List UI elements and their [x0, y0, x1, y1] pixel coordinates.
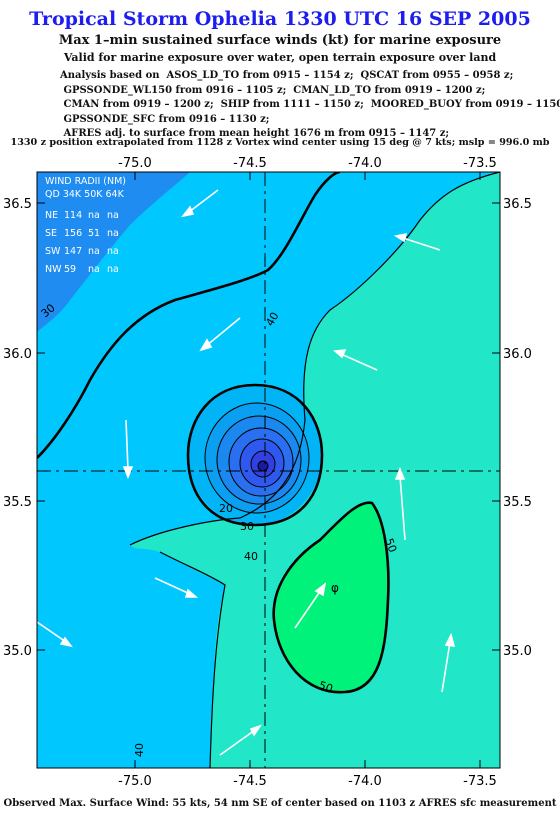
contour-label: 40 [244, 550, 258, 563]
lon-axis-top [37, 172, 500, 768]
wind-radii-64k: na [107, 246, 119, 257]
analysis-line: AFRES adj. to surface from mean height 1… [60, 128, 450, 140]
contour-40-lower [129, 419, 306, 546]
contour-label: 50 [317, 679, 335, 696]
wind-arrow [199, 317, 241, 352]
wind-radii-row: NE 114 na na [45, 210, 119, 221]
lon-tick-label-bottom: -73.5 [463, 774, 497, 789]
wind-arrow [393, 232, 441, 251]
contour-label: 40 [133, 743, 146, 757]
analysis-line: GPSSONDE_WL150 from 0916 – 1105 z; CMAN_… [60, 84, 486, 96]
wind-radii-qd: SW [45, 246, 61, 257]
lon-tick-label-bottom: -74.5 [233, 774, 267, 789]
lat-tick-label-left: 36.5 [3, 197, 32, 212]
wind-radii-34k: 156 [64, 228, 82, 239]
contour-label: 40 [263, 310, 281, 329]
wind-arrow [333, 349, 378, 371]
wind-radii-columns: QD 34K 50K 64K [45, 189, 125, 200]
lat-tick-label-left: 36.0 [3, 347, 32, 362]
lat-tick-label-right: 35.5 [503, 495, 532, 510]
wind-radii-qd: NW [45, 264, 62, 275]
wind-radii-64k: na [107, 228, 119, 239]
lon-tick-label-bottom: -75.0 [118, 774, 152, 789]
wind-arrow [154, 577, 199, 598]
lon-tick-label-top: -75.0 [118, 156, 152, 171]
wind-radii-row: SE 156 51 na [45, 228, 119, 239]
contour-core-ring [228, 427, 294, 497]
wind-radii-34k: 59 [64, 264, 76, 275]
contour-label: 20 [219, 502, 233, 515]
contour-label: 50 [382, 537, 399, 555]
lon-tick-label-bottom: -74.0 [348, 774, 382, 789]
wind-region-30-40-lower [37, 548, 220, 768]
wind-radii-64k: na [107, 264, 119, 275]
analysis-line: CMAN from 0919 – 1200 z; SHIP from 1111 … [60, 99, 560, 111]
analysis-sources: Analysis based on ASOS_LD_TO from 0915 –… [60, 69, 560, 142]
page-title: Tropical Storm Ophelia 1330 UTC 16 SEP 2… [29, 8, 531, 30]
wind-arrow [394, 466, 406, 541]
footer-max-wind-note: Observed Max. Surface Wind: 55 kts, 54 n… [3, 798, 557, 809]
contour-core-ring [204, 402, 310, 514]
wind-arrow [181, 189, 219, 218]
wind-radii-50k: na [88, 264, 100, 275]
position-note: 1330 z position extrapolated from 1128 z… [10, 137, 550, 148]
contour-labels: 30 40 20 30 40 50 50 40 [39, 301, 400, 757]
subtitle-units: Max 1–min sustained surface winds (kt) f… [58, 33, 502, 48]
wind-radii-qd: SE [45, 228, 57, 239]
contour-40-upper [303, 172, 500, 421]
contour-40-lower-left [159, 551, 226, 768]
contour-core-ring [216, 415, 302, 505]
contour-50 [272, 501, 390, 694]
plot-frame [36, 171, 501, 769]
wind-field: φ 30 40 20 30 40 50 50 40 WIND RADII (NM… [37, 172, 500, 768]
wind-arrows [37, 189, 456, 756]
max-wind-marker: φ [331, 581, 339, 595]
lon-tick-label-top: -74.0 [348, 156, 382, 171]
wind-radii-64k: na [107, 210, 119, 221]
wind-radii-34k: 147 [64, 246, 82, 257]
wind-arrow [441, 632, 456, 693]
lon-tick-label-top: -73.5 [463, 156, 497, 171]
lat-tick-label-left: 35.5 [3, 495, 32, 510]
wind-arrow [122, 419, 134, 480]
wind-radii-34k: 114 [64, 210, 82, 221]
lat-tick-label-right: 36.0 [503, 347, 532, 362]
wind-radii-qd: NE [45, 210, 58, 221]
lat-tick-label-left: 35.0 [3, 644, 32, 659]
storm-center-marker [257, 460, 269, 472]
wind-region-50-plus [273, 502, 389, 693]
analysis-line: GPSSONDE_SFC from 0916 – 1130 z; [60, 113, 270, 125]
contour-core-ring [239, 438, 285, 488]
subtitle-validity: Valid for marine exposure over water, op… [63, 51, 497, 64]
wind-arrow [294, 582, 327, 629]
wind-radii-row: SW 147 na na [45, 246, 119, 257]
lat-tick-label-right: 35.0 [503, 644, 532, 659]
wind-region-below-30 [37, 172, 190, 332]
wind-radii-row: NW 59 na na [45, 264, 119, 275]
contour-30-main [37, 172, 341, 459]
analysis-line: Analysis based on ASOS_LD_TO from 0915 –… [60, 70, 514, 81]
lat-tick-label-right: 36.5 [503, 197, 532, 212]
wind-radii-header: WIND RADII (NM) [45, 176, 126, 187]
wind-radii-50k: 51 [88, 228, 100, 239]
wind-radii-table: WIND RADII (NM) QD 34K 50K 64K NE 114 na… [45, 176, 126, 275]
wind-radii-50k: na [88, 246, 100, 257]
wind-arrow [37, 621, 73, 648]
wind-radii-50k: na [88, 210, 100, 221]
wind-arrow [219, 724, 262, 756]
lon-tick-label-top: -74.5 [233, 156, 267, 171]
contour-label: 30 [240, 520, 254, 533]
contour-core-ring [250, 450, 276, 478]
contour-30-core [186, 383, 324, 527]
